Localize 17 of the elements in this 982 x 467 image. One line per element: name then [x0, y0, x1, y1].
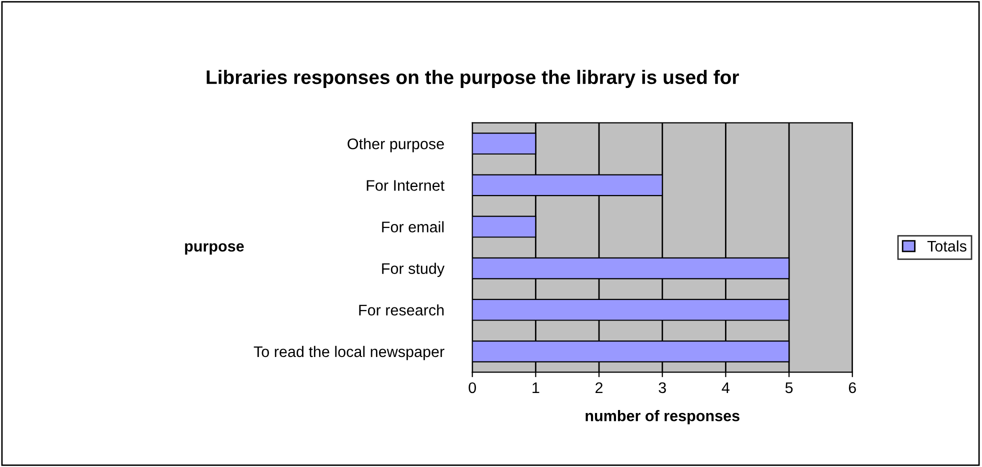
y-tick-label: Other purpose: [348, 138, 444, 152]
y-tick-label: For research: [359, 304, 444, 316]
y-tick-label: For email: [382, 221, 444, 232]
legend-label: Totals: [927, 240, 966, 252]
x-tick-label: 3: [658, 382, 666, 394]
y-axis-title: purpose: [185, 243, 244, 255]
x-axis-title: number of responses: [586, 410, 740, 424]
x-tick-label: 6: [848, 382, 856, 394]
x-tick-label: 2: [596, 382, 602, 393]
y-tick-label: To read the local newspaper: [254, 346, 444, 360]
y-tick-label: For Internet: [366, 180, 444, 191]
chart-title: Libraries responses on the purpose the library is used for: [206, 70, 739, 88]
y-tick-label: For study: [382, 262, 445, 277]
x-tick-label: 4: [722, 382, 730, 393]
x-tick-label: 0: [468, 382, 476, 394]
x-tick-label: 5: [785, 382, 793, 394]
x-tick-label: 1: [532, 382, 540, 393]
